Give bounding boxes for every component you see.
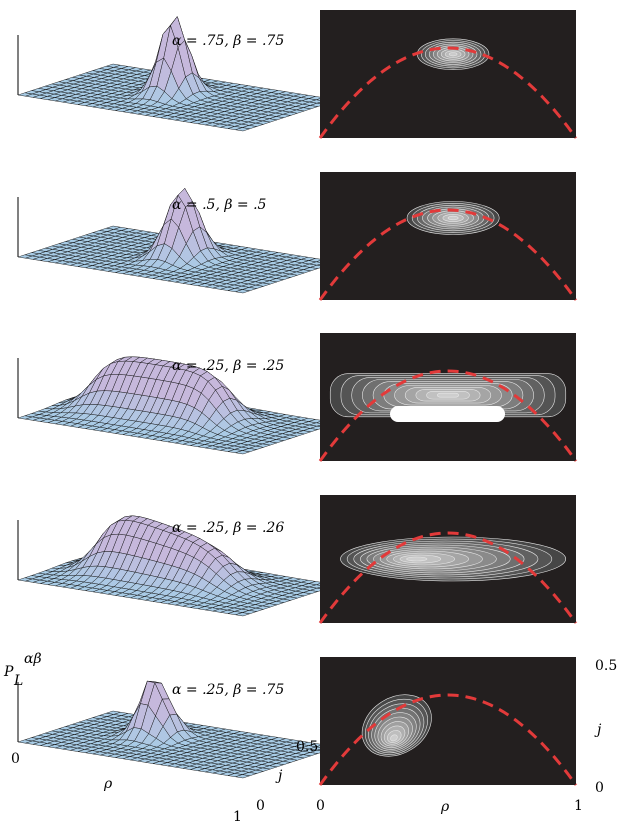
surface-x-tick-end: 1	[233, 809, 242, 821]
contour-plots	[318, 10, 578, 786]
contour-background	[320, 172, 576, 300]
contour-x-axis-label: ρ	[440, 799, 450, 815]
contour-ring	[436, 392, 460, 398]
contour-ring	[448, 52, 458, 57]
contour-y-axis-label: j	[594, 722, 602, 738]
maximal-current-curve	[318, 46, 578, 139]
panel-caption: α = .75, β = .75	[172, 33, 284, 49]
contour-x-tick-end: 1	[574, 798, 583, 814]
panel-caption: α = .25, β = .26	[172, 520, 284, 536]
surface-plot	[17, 16, 339, 132]
maximal-current-curve	[318, 369, 578, 462]
maximal-current-curve	[318, 531, 578, 624]
contour-x-tick-start: 0	[316, 798, 325, 814]
surface-plots	[17, 16, 339, 779]
surface-x-axis-label: ρ	[103, 776, 113, 792]
surface-mesh-cell	[235, 450, 250, 455]
contour-ring	[447, 215, 459, 221]
contour-y-tick-end: 0.5	[595, 658, 617, 674]
panel-caption: α = .25, β = .75	[172, 682, 284, 698]
surface-y-axis-label: j	[275, 768, 283, 784]
surface-plot	[17, 680, 339, 779]
surface-mesh-cell	[235, 612, 250, 617]
contour-plot	[318, 172, 578, 301]
surface-y-tick-start: 0	[256, 798, 265, 814]
contour-background	[320, 10, 576, 138]
surface-mesh-cell	[235, 774, 250, 779]
z-axis-label-sub: L	[13, 673, 23, 689]
surface-plot	[17, 187, 339, 294]
contour-plateau	[390, 406, 505, 422]
surface-mesh-cell	[235, 127, 250, 132]
panel-caption: α = .5, β = .5	[172, 197, 267, 213]
contour-plot	[318, 333, 578, 462]
maximal-current-curve	[318, 208, 578, 301]
contour-ring	[406, 556, 428, 562]
contour-plot	[318, 657, 578, 786]
surface-y-tick-end: 0.5	[296, 739, 318, 755]
z-axis-label-sup: αβ	[24, 651, 42, 667]
contour-plot	[318, 495, 578, 624]
panel-caption: α = .25, β = .25	[172, 358, 284, 374]
contour-y-tick-start: 0	[595, 780, 604, 796]
maximal-current-curve	[318, 693, 578, 786]
surface-mesh-cell	[235, 289, 250, 294]
contour-ring	[390, 734, 398, 742]
contour-background	[320, 657, 576, 785]
z-axis-label: P	[3, 664, 14, 680]
surface-plot	[17, 515, 339, 617]
contour-plot	[318, 10, 578, 139]
z-axis-origin-tick: 0	[11, 751, 20, 767]
